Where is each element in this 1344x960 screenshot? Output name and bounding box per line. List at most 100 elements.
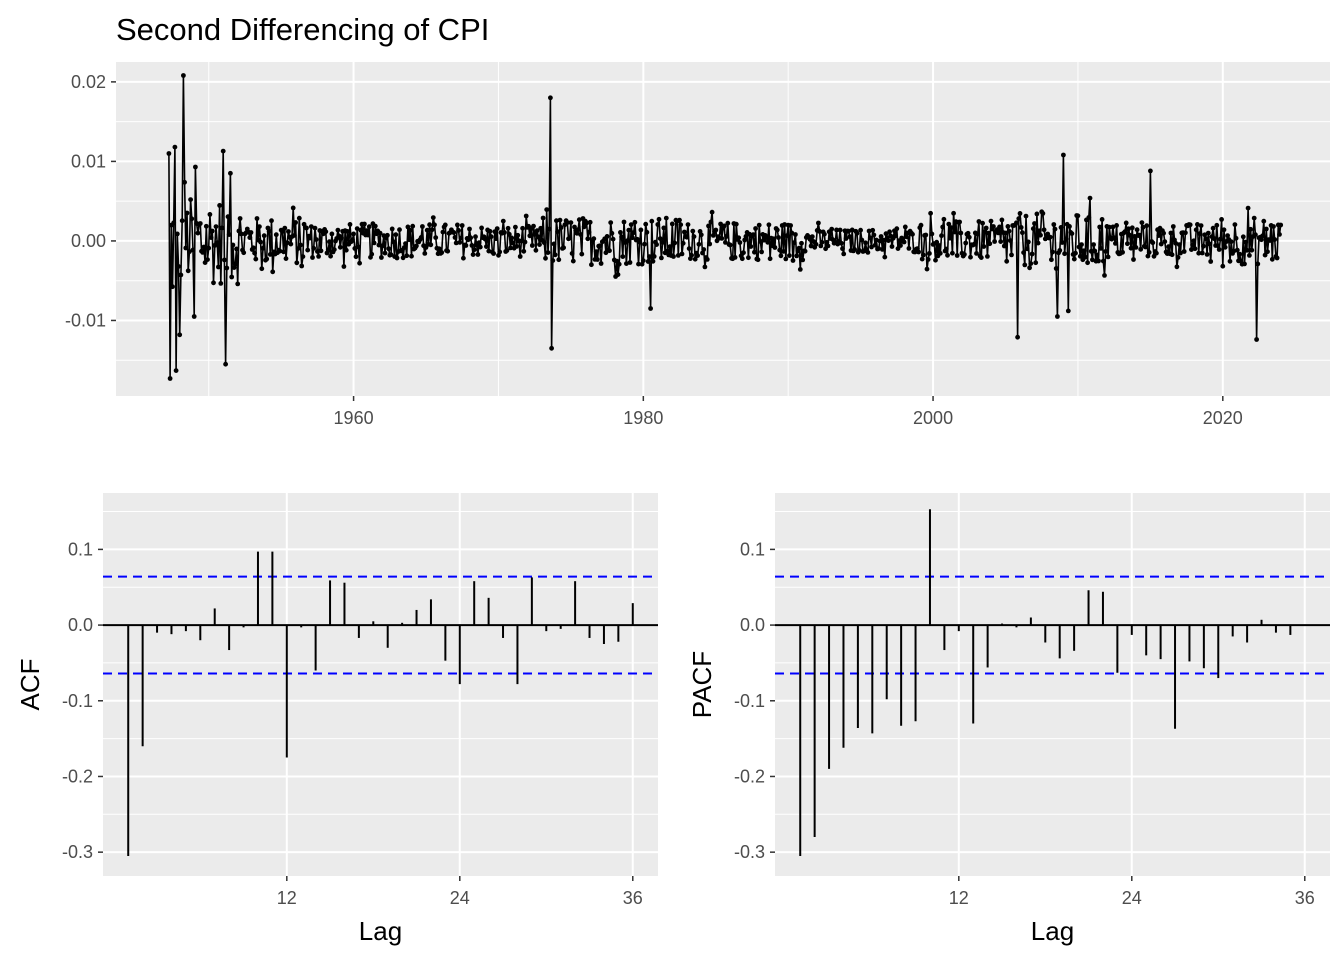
data-point xyxy=(251,245,256,251)
data-point xyxy=(1034,211,1040,217)
data-point xyxy=(273,232,279,238)
data-point xyxy=(209,228,215,234)
data-point xyxy=(350,237,355,243)
data-point xyxy=(1009,252,1014,258)
data-point xyxy=(1181,249,1187,254)
data-point xyxy=(1073,250,1078,256)
x-tick-label: 12 xyxy=(949,888,969,908)
data-point xyxy=(607,248,612,254)
data-point xyxy=(916,249,921,255)
data-point xyxy=(985,254,990,259)
data-point xyxy=(452,235,458,240)
data-point xyxy=(414,243,419,249)
data-point xyxy=(766,222,772,228)
data-point xyxy=(470,252,476,257)
data-point xyxy=(650,258,656,264)
data-point xyxy=(721,223,727,229)
data-point xyxy=(1082,254,1088,260)
data-point xyxy=(604,234,610,239)
y-tick-label: 0.1 xyxy=(740,539,765,559)
data-point xyxy=(1216,247,1222,252)
data-point xyxy=(934,239,940,245)
data-point xyxy=(1140,224,1146,230)
data-point xyxy=(170,284,175,290)
data-point xyxy=(871,232,877,238)
data-point xyxy=(451,230,457,235)
data-point xyxy=(1196,250,1202,256)
data-point xyxy=(1222,244,1228,250)
data-point xyxy=(724,234,729,239)
data-point xyxy=(689,252,694,258)
data-point xyxy=(1245,205,1251,211)
data-point xyxy=(925,257,931,262)
data-point xyxy=(300,254,306,259)
data-point xyxy=(369,251,375,257)
data-point xyxy=(1237,251,1243,257)
y-tick-label: -0.3 xyxy=(62,842,93,862)
data-point xyxy=(543,255,548,261)
data-point xyxy=(1127,232,1133,238)
data-point xyxy=(561,245,566,251)
data-point xyxy=(813,241,819,247)
data-point xyxy=(296,215,302,221)
data-point xyxy=(1003,230,1008,236)
data-point xyxy=(739,256,745,262)
data-point xyxy=(1225,233,1230,239)
data-point xyxy=(1234,247,1240,253)
data-point xyxy=(1134,227,1140,233)
data-point xyxy=(439,250,445,255)
data-point xyxy=(389,226,395,232)
data-point xyxy=(880,247,885,252)
data-point xyxy=(352,246,358,251)
data-point xyxy=(695,253,700,258)
data-point xyxy=(1169,252,1175,258)
data-point xyxy=(574,230,580,236)
data-point xyxy=(397,227,402,233)
data-point xyxy=(992,239,997,244)
data-point xyxy=(181,73,186,78)
data-point xyxy=(282,225,288,231)
data-point xyxy=(473,234,478,240)
data-point xyxy=(382,250,388,256)
data-point xyxy=(923,232,929,238)
data-point xyxy=(403,241,408,247)
data-point xyxy=(280,229,285,235)
data-point xyxy=(241,250,247,256)
data-point xyxy=(981,244,987,249)
data-point xyxy=(549,345,554,351)
acf-panel: -0.3 -0.2 -0.1 0.0 0.1 12 24 36 Lag ACF xyxy=(15,493,658,946)
y-tick-label: -0.01 xyxy=(65,310,106,330)
data-point xyxy=(589,262,594,268)
data-point xyxy=(628,222,634,228)
data-point xyxy=(983,225,989,231)
data-point xyxy=(357,260,362,266)
data-point xyxy=(1278,222,1284,228)
data-point xyxy=(940,224,946,230)
data-point xyxy=(1050,249,1055,255)
data-point xyxy=(1215,243,1221,249)
data-point xyxy=(1038,232,1043,238)
data-point xyxy=(1173,240,1179,246)
data-point xyxy=(794,253,799,259)
data-point xyxy=(1251,215,1257,221)
data-point xyxy=(269,218,274,224)
data-point xyxy=(264,256,270,262)
data-point xyxy=(218,281,224,286)
data-point xyxy=(1105,254,1111,260)
data-point xyxy=(515,232,521,238)
data-point xyxy=(1175,255,1181,260)
data-point xyxy=(270,269,276,275)
data-point xyxy=(184,210,190,216)
data-point xyxy=(638,227,644,233)
data-point xyxy=(677,217,682,223)
data-point xyxy=(203,223,209,229)
data-point xyxy=(943,246,949,252)
data-point xyxy=(863,240,868,246)
data-point xyxy=(331,247,337,253)
data-point xyxy=(865,250,871,255)
data-point xyxy=(1195,222,1200,227)
data-point xyxy=(258,239,263,245)
data-point xyxy=(743,234,749,239)
data-point xyxy=(587,219,593,225)
data-point xyxy=(669,221,675,227)
